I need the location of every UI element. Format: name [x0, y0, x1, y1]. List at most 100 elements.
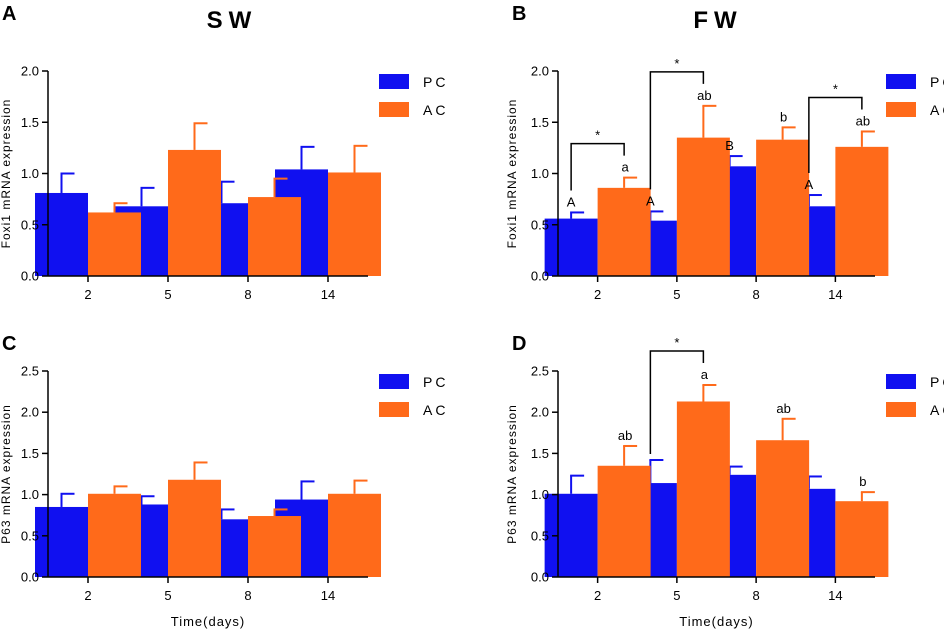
y-tick-label: 1.0 — [531, 166, 549, 181]
panel-letter: B — [512, 3, 526, 25]
legend-label-pc: PC — [930, 74, 944, 90]
group-letter: b — [780, 109, 787, 124]
legend-swatch-pc — [886, 374, 916, 389]
panel-c: C 0.0 0.5 1.0 1.5 2.0 2.5 2 5 8 14 P63 mRNA express… — [0, 333, 448, 629]
bar-ac-8 — [756, 440, 810, 577]
significance-bracket — [808, 96, 863, 174]
y-tick-label: 2.5 — [21, 364, 39, 379]
bar-ac-14 — [328, 172, 381, 276]
legend-label-ac: AC — [423, 402, 448, 418]
bar-ac-14 — [835, 501, 889, 577]
x-tick-label: 14 — [321, 588, 335, 603]
y-tick-label: 2.0 — [531, 64, 549, 79]
y-tick-label: 1.5 — [21, 115, 39, 130]
y-tick-label: 1.5 — [531, 446, 549, 461]
panel-letter: D — [512, 333, 526, 355]
x-tick-label: 2 — [84, 287, 91, 302]
significance-star: * — [674, 56, 679, 71]
legend-swatch-pc — [379, 74, 409, 89]
y-tick-label: 0.5 — [531, 528, 549, 543]
legend-label-pc: PC — [423, 74, 448, 90]
x-tick-label: 2 — [594, 588, 601, 603]
bar-ac-2 — [88, 212, 141, 276]
legend-swatch-pc — [379, 374, 409, 389]
x-tick-label: 2 — [594, 287, 601, 302]
x-tick-label: 8 — [753, 588, 760, 603]
group-letter: ab — [697, 88, 711, 103]
bar-ac-8 — [756, 139, 810, 276]
group-letter: ab — [856, 113, 870, 128]
bar-ac-2 — [88, 493, 141, 577]
group-letter: A — [646, 193, 655, 208]
x-axis-label: Time(days) — [171, 614, 246, 629]
column-title-sw: SW — [207, 7, 258, 34]
bar-pc-2 — [35, 192, 88, 276]
y-axis-label: Foxi1 mRNA expression — [0, 99, 13, 249]
y-tick-label: 0.5 — [531, 217, 549, 232]
bar-ac-5 — [168, 479, 221, 577]
x-tick-label: 8 — [244, 588, 251, 603]
y-tick-label: 0.0 — [21, 269, 39, 284]
group-letter: b — [859, 474, 866, 489]
panel-letter: C — [2, 333, 16, 355]
x-tick-label: 5 — [164, 588, 171, 603]
group-letter: ab — [618, 428, 632, 443]
y-tick-label: 0.5 — [21, 217, 39, 232]
y-tick-label: 0.0 — [21, 570, 39, 585]
y-tick-label: 2.0 — [531, 405, 549, 420]
group-letter: A — [805, 177, 814, 192]
significance-bracket — [570, 142, 625, 191]
y-tick-label: 2.0 — [21, 405, 39, 420]
group-letter: ab — [776, 401, 790, 416]
panel-letter: A — [2, 3, 16, 25]
y-tick-label: 2.0 — [21, 64, 39, 79]
y-tick-label: 0.5 — [21, 528, 39, 543]
y-tick-label: 0.0 — [531, 570, 549, 585]
y-tick-label: 1.5 — [531, 115, 549, 130]
legend-swatch-ac — [886, 402, 916, 417]
y-tick-label: 1.5 — [21, 446, 39, 461]
bar-ac-8 — [248, 197, 301, 276]
bar-ac-14 — [328, 493, 381, 577]
x-tick-label: 14 — [321, 287, 335, 302]
legend-swatch-ac — [886, 102, 916, 117]
y-tick-label: 1.0 — [531, 487, 549, 502]
significance-star: * — [674, 335, 679, 350]
group-letter: B — [725, 138, 734, 153]
column-title-fw: FW — [693, 7, 742, 34]
legend-label-ac: AC — [930, 102, 944, 118]
group-letter: a — [701, 367, 709, 382]
panel-a: A 0.0 0.5 1.0 1.5 2.0 2 5 8 14 Foxi1 mRNA expressi… — [0, 3, 448, 302]
significance-bracket — [649, 71, 705, 190]
legend-swatch-ac — [379, 402, 409, 417]
x-tick-label: 5 — [164, 287, 171, 302]
legend-label-ac: AC — [930, 402, 944, 418]
legend-label-pc: PC — [930, 374, 944, 390]
bar-ac-5 — [168, 149, 221, 276]
x-tick-label: 14 — [828, 588, 842, 603]
legend-swatch-pc — [886, 74, 916, 89]
legend-label-pc: PC — [423, 374, 448, 390]
x-tick-label: 8 — [244, 287, 251, 302]
y-tick-label: 1.0 — [21, 166, 39, 181]
significance-bracket — [649, 350, 705, 454]
bar-ac-14 — [835, 146, 889, 276]
x-tick-label: 8 — [753, 287, 760, 302]
legend-swatch-ac — [379, 102, 409, 117]
panel-b: B 0.0 0.5 1.0 1.5 2.0 2 5 8 14 Foxi1 mRNA expressi… — [505, 3, 944, 302]
group-letter: a — [622, 160, 630, 175]
bar-ac-2 — [597, 187, 651, 276]
y-axis-label: Foxi1 mRNA expression — [505, 99, 519, 249]
panels: A 0.0 0.5 1.0 1.5 2.0 2 5 8 14 Foxi1 mRNA expressi… — [0, 3, 944, 629]
y-axis-label: P63 mRNA expression — [0, 404, 13, 544]
y-axis-label: P63 mRNA expression — [505, 404, 519, 544]
x-tick-label: 2 — [84, 588, 91, 603]
significance-star: * — [595, 128, 600, 143]
bar-ac-2 — [597, 465, 651, 577]
y-tick-label: 1.0 — [21, 487, 39, 502]
x-tick-label: 5 — [673, 588, 680, 603]
y-tick-label: 0.0 — [531, 269, 549, 284]
x-axis-label: Time(days) — [679, 614, 754, 629]
y-tick-label: 2.5 — [531, 364, 549, 379]
